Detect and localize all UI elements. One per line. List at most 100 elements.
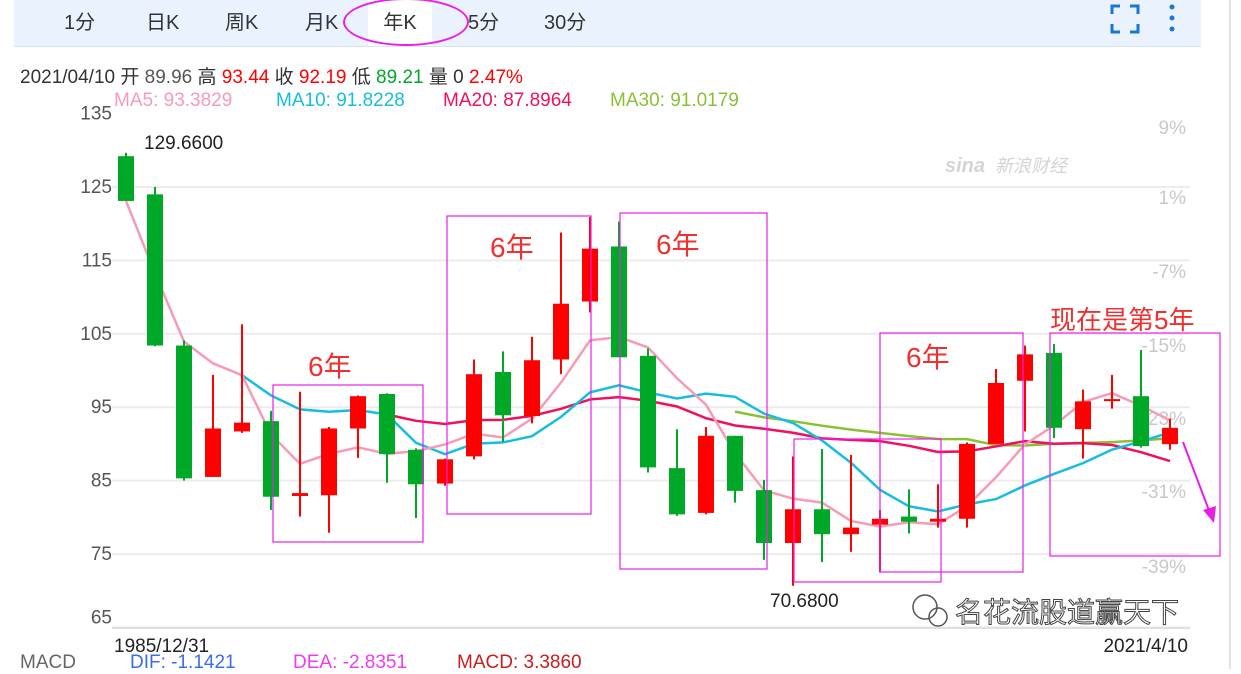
trend-arrow-line — [1182, 441, 1211, 514]
annotation-box — [619, 212, 768, 570]
candle-up — [1162, 427, 1178, 445]
candle-down — [1046, 352, 1062, 428]
y-tick-label: 85 — [91, 471, 112, 492]
open-value: 89.96 — [144, 67, 193, 88]
right-percent-tick: -15% — [1142, 336, 1186, 357]
x-start-label: 1985/12/31 — [114, 636, 209, 657]
more-vertical-icon[interactable] — [1164, 2, 1180, 41]
ma10-line — [241, 374, 1171, 513]
annotation-box — [446, 215, 592, 515]
ma10-legend: MA10: 91.8228 — [276, 90, 405, 111]
candle-up — [350, 396, 366, 429]
macd-dif: DIF: -1.1421 — [130, 652, 236, 673]
tab-30min[interactable]: 30分 — [544, 12, 587, 34]
right-edge-divider — [1229, 0, 1231, 669]
candle-down — [495, 371, 511, 416]
high-label: 高 — [197, 67, 217, 88]
tab-5min[interactable]: 5分 — [468, 12, 500, 34]
right-percent-tick: -31% — [1142, 482, 1186, 503]
arrow-head-icon — [1203, 506, 1216, 523]
y-tick-label: 105 — [80, 324, 112, 345]
macd-title: MACD — [20, 652, 76, 673]
candle-up — [582, 248, 598, 302]
low-label: 低 — [351, 67, 371, 88]
candle-up — [234, 422, 250, 432]
candle-down — [901, 516, 917, 522]
right-percent-tick: -23% — [1142, 409, 1186, 430]
right-percent-tick: 1% — [1159, 188, 1187, 209]
right-percent-tick: 9% — [1159, 118, 1187, 139]
wechat-icon-bubble — [928, 607, 948, 627]
ma30-legend: MA30: 91.0179 — [610, 90, 739, 111]
ohlc-info: 2021/04/10 开 89.96 高 93.44 收 92.19 低 89.… — [20, 62, 523, 89]
y-tick-label: 75 — [91, 544, 112, 565]
low-value: 89.21 — [376, 67, 424, 88]
annotation-box — [1049, 332, 1221, 557]
sina-logo: sina — [945, 155, 985, 177]
sina-watermark: 新浪财经 — [995, 156, 1069, 176]
candle-down — [379, 393, 395, 455]
close-value: 92.19 — [298, 67, 347, 88]
annotation-label: 现在是第5年 — [1050, 305, 1194, 335]
candle-down — [408, 449, 424, 485]
y-tick-label: 125 — [80, 177, 112, 198]
candle-up — [524, 360, 540, 417]
ma20-legend: MA20: 87.8964 — [443, 90, 572, 111]
info-date: 2021/04/10 — [20, 67, 116, 88]
candle-up — [1075, 401, 1091, 430]
candle-up — [437, 459, 453, 484]
candle-up — [1104, 399, 1120, 402]
candle-down — [814, 509, 830, 535]
candle-down — [640, 355, 656, 468]
y-tick-label: 115 — [82, 250, 112, 271]
candle-down — [118, 156, 134, 201]
candle-up — [930, 518, 946, 522]
y-tick-label: 135 — [80, 104, 112, 125]
open-label: 开 — [120, 67, 140, 88]
candle-up — [205, 428, 221, 477]
change-percent: 2.47% — [469, 67, 523, 88]
candle-up — [1017, 354, 1033, 381]
candle-up — [553, 303, 569, 360]
candle-up — [988, 382, 1004, 444]
period-tab-bar — [14, 0, 1201, 47]
candle-up — [321, 428, 337, 496]
candle-up — [843, 527, 859, 535]
annotation-label: 6年 — [308, 351, 352, 382]
annotation-box — [793, 438, 942, 583]
tab-1min[interactable]: 1分 — [64, 12, 96, 34]
high-value: 93.44 — [221, 67, 270, 88]
volume-label: 量 — [428, 67, 448, 88]
candle-up — [785, 509, 801, 543]
volume-value: 0 — [453, 67, 464, 88]
wechat-watermark: 名花流股道赢天下 — [955, 597, 1179, 628]
macd-value: MACD: 3.3860 — [457, 652, 582, 673]
tab-week-k[interactable]: 周K — [225, 12, 259, 34]
candle-up — [698, 435, 714, 513]
candle-up — [466, 374, 482, 457]
candle-up — [959, 443, 975, 519]
tab-month-k[interactable]: 月K — [305, 12, 339, 34]
annotation-box — [272, 384, 424, 543]
fullscreen-icon[interactable] — [1110, 4, 1140, 41]
ma20-line — [386, 395, 1171, 463]
annotation-label: 6年 — [490, 232, 534, 263]
right-percent-tick: -39% — [1142, 557, 1186, 578]
ma5-legend: MA5: 93.3829 — [114, 90, 233, 111]
min-price-label: 70.6800 — [770, 591, 839, 612]
x-end-label: 2021/4/10 — [1103, 636, 1188, 657]
annotation-box — [879, 332, 1024, 573]
candle-up — [292, 493, 308, 497]
candle-down — [611, 246, 627, 358]
y-tick-label: 95 — [91, 397, 112, 418]
candle-down — [756, 490, 772, 543]
close-label: 收 — [274, 67, 294, 88]
tab-day-k[interactable]: 日K — [146, 12, 180, 34]
y-tick-label: 65 — [91, 607, 112, 628]
annotation-label: 6年 — [656, 229, 700, 260]
wechat-icon — [912, 594, 938, 620]
candle-down — [1133, 396, 1149, 447]
tab-year-k[interactable]: 年K — [368, 0, 432, 46]
candle-down — [727, 435, 743, 491]
annotation-label: 6年 — [906, 342, 950, 373]
